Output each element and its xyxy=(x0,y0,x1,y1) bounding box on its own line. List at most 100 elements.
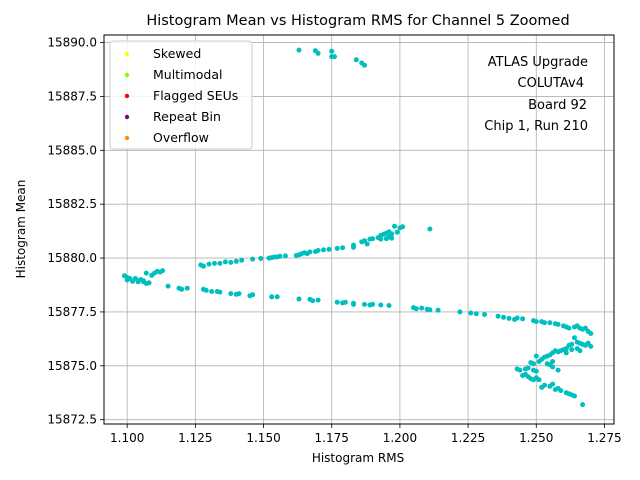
data-point xyxy=(228,291,234,297)
data-point xyxy=(566,342,572,348)
data-point xyxy=(400,224,406,230)
data-point xyxy=(217,289,223,295)
x-tick-label: 1.225 xyxy=(451,431,485,445)
data-point xyxy=(419,305,425,311)
data-point xyxy=(250,256,256,262)
x-tick-label: 1.100 xyxy=(110,431,144,445)
data-point xyxy=(304,251,310,257)
data-point xyxy=(572,335,577,341)
data-point xyxy=(362,62,367,68)
data-point xyxy=(209,289,215,294)
data-point xyxy=(473,311,479,317)
data-point xyxy=(315,50,321,56)
data-point xyxy=(342,299,348,305)
data-point xyxy=(141,279,146,285)
data-point xyxy=(520,316,526,322)
data-point xyxy=(351,244,356,250)
data-point xyxy=(392,223,397,229)
x-tick-label: 1.275 xyxy=(587,431,621,445)
y-axis-label: Histogram Mean xyxy=(14,180,28,279)
data-point xyxy=(558,388,564,394)
data-point xyxy=(394,229,400,235)
data-point xyxy=(312,249,318,255)
data-point xyxy=(266,255,272,261)
legend-label-multimodal: Multimodal xyxy=(153,67,222,82)
data-point xyxy=(143,270,149,276)
data-point xyxy=(550,381,556,387)
legend-marker-flagged-seus xyxy=(124,93,130,99)
data-point xyxy=(236,291,242,297)
data-point xyxy=(228,259,234,265)
x-tick-label: 1.175 xyxy=(315,431,349,445)
x-tick-label: 1.200 xyxy=(383,431,417,445)
data-point xyxy=(332,54,337,60)
data-point xyxy=(542,320,547,326)
data-point xyxy=(310,298,316,304)
data-point xyxy=(378,302,384,308)
y-tick-label: 15890.0 xyxy=(47,36,97,50)
data-point xyxy=(544,361,550,367)
annotation-line-2: COLUTAv4 xyxy=(518,76,584,91)
data-point xyxy=(296,296,302,302)
data-point xyxy=(563,350,569,356)
legend-label-skewed: Skewed xyxy=(153,46,201,61)
legend-box xyxy=(109,40,253,150)
data-point xyxy=(149,272,155,278)
data-point xyxy=(566,325,572,331)
data-point xyxy=(282,253,288,259)
data-point xyxy=(536,377,542,383)
legend-marker-overflow xyxy=(124,135,130,141)
data-point xyxy=(457,309,463,315)
data-point xyxy=(389,235,395,241)
plot-frame xyxy=(103,34,615,425)
data-point xyxy=(179,286,185,292)
data-point xyxy=(334,299,340,305)
data-point xyxy=(427,226,433,232)
y-tick-label: 15875.0 xyxy=(47,359,97,373)
data-point xyxy=(514,366,520,372)
data-point xyxy=(315,297,321,303)
data-point xyxy=(334,245,340,251)
info-annotation: ATLAS Upgrade COLUTAv4 Board 92 Chip 1, … xyxy=(484,55,588,134)
data-point xyxy=(370,301,376,307)
legend-label-overflow: Overflow xyxy=(153,130,209,145)
data-point xyxy=(359,239,365,245)
data-point xyxy=(536,359,542,364)
legend-marker-skewed xyxy=(124,51,130,57)
data-point xyxy=(203,287,209,293)
data-point xyxy=(569,347,575,353)
data-point xyxy=(555,367,561,373)
data-point xyxy=(468,310,474,316)
y-tick-label: 15872.5 xyxy=(47,413,97,427)
data-point xyxy=(222,259,228,265)
annotation-line-3: Board 92 xyxy=(528,98,587,113)
data-point xyxy=(520,373,526,378)
data-point xyxy=(482,312,487,317)
data-point xyxy=(378,236,384,242)
data-point xyxy=(239,257,245,263)
chart-title: Histogram Mean vs Histogram RMS for Chan… xyxy=(146,13,569,29)
legend-label-flagged-seus: Flagged SEUs xyxy=(153,88,238,103)
data-point xyxy=(296,47,302,53)
data-point xyxy=(353,57,359,63)
data-point xyxy=(550,364,556,370)
data-point xyxy=(577,348,583,354)
data-point xyxy=(542,382,547,388)
data-point xyxy=(533,319,539,325)
y-tick-label: 15877.5 xyxy=(47,305,97,319)
y-tick-label: 15885.0 xyxy=(47,143,97,157)
data-point xyxy=(533,353,539,359)
x-axis-label: Histogram RMS xyxy=(312,451,404,465)
axis-ticks: 1.100 1.125 1.150 1.175 1.200 1.225 1.250 1.275… xyxy=(47,36,621,445)
y-tick-label: 15882.5 xyxy=(47,197,97,211)
data-point xyxy=(269,294,275,300)
data-point xyxy=(124,275,130,280)
data-point xyxy=(386,303,392,308)
data-point xyxy=(364,241,370,247)
data-point xyxy=(572,393,577,399)
data-point xyxy=(326,246,332,252)
data-point xyxy=(580,402,586,408)
data-point xyxy=(522,366,528,372)
